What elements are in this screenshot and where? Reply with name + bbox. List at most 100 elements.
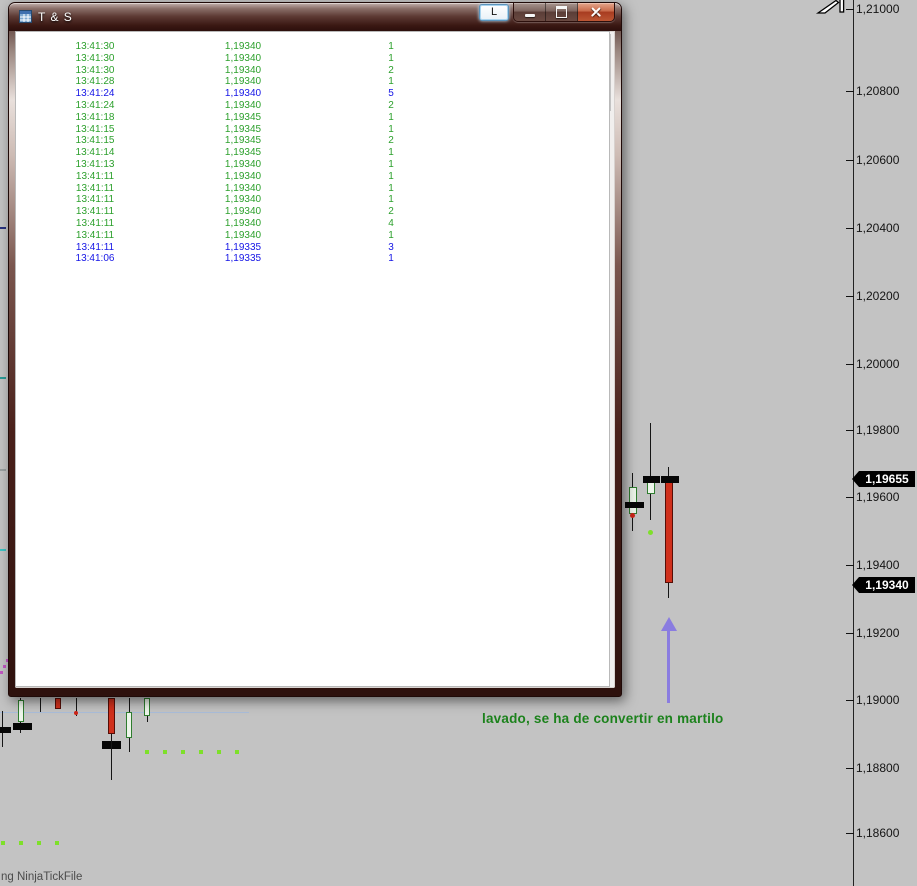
tape-price: 1,19345 [224, 123, 262, 135]
tape-row: 13:41:24 1,19340 2 [16, 100, 609, 112]
tape-size: 1 [388, 182, 394, 194]
tape-time: 13:41:11 [75, 241, 115, 253]
tape-size: 1 [388, 158, 394, 170]
price-dash [13, 723, 32, 730]
candle-body [108, 698, 115, 734]
tape-price: 1,19345 [224, 135, 262, 147]
tape-size: 3 [388, 241, 394, 253]
window-title: T & S [38, 10, 73, 24]
tick-mark [846, 832, 854, 834]
tape-price: 1,19340 [224, 88, 262, 100]
indicator-stub [0, 469, 6, 471]
axis-tick-label: 1,20400 [846, 221, 899, 235]
indicator-stub [0, 227, 6, 229]
window-titlebar[interactable]: T & S L [9, 3, 621, 31]
arrow-line [667, 630, 670, 703]
tape-list[interactable]: 13:41:30 1,19340 1 13:41:30 1,19340 1 13… [15, 31, 610, 687]
price-dash [625, 502, 644, 508]
indicator-dot [37, 841, 41, 845]
tick-mark [846, 159, 854, 161]
candle-wick [111, 734, 112, 780]
tape-time: 13:41:11 [75, 194, 115, 206]
tape-time: 13:41:11 [75, 217, 115, 229]
mouse-cursor [815, 0, 845, 14]
tape-price: 1,19340 [224, 182, 262, 194]
tape-size: 1 [388, 147, 394, 159]
candle-body [18, 700, 24, 722]
axis-tick-label: 1,20800 [846, 84, 899, 98]
candle-wick [147, 716, 148, 722]
link-toggle-button[interactable]: L [479, 4, 509, 21]
indicator-dot [181, 750, 185, 754]
tape-size: 4 [388, 217, 394, 229]
tick-mark [846, 632, 854, 634]
tape-row: 13:41:18 1,19345 1 [16, 112, 609, 124]
tape-time: 13:41:11 [75, 170, 115, 182]
tape-price: 1,19340 [224, 76, 262, 88]
axis-tick-label: 1,18800 [846, 761, 899, 775]
indicator-dot [163, 750, 167, 754]
candle-body [126, 712, 132, 738]
marker-arrow-icon [852, 471, 859, 487]
price-dash [661, 476, 679, 483]
axis-tick-label: 1,19600 [846, 490, 899, 504]
tape-size: 1 [388, 123, 394, 135]
candle-wick [650, 423, 651, 520]
tape-size: 2 [388, 64, 394, 76]
trade-dot [648, 530, 653, 535]
tape-time: 13:41:24 [75, 99, 115, 111]
indicator-dot [199, 750, 203, 754]
tape-price: 1,19340 [224, 52, 262, 64]
tape-row: 13:41:30 1,19340 1 [16, 41, 609, 53]
tape-row: 13:41:11 1,19340 1 [16, 183, 609, 195]
tape-size: 2 [388, 135, 394, 147]
tape-time: 13:41:30 [75, 52, 115, 64]
close-button[interactable] [578, 3, 614, 21]
tape-price: 1,19335 [224, 253, 262, 265]
tape-size: 1 [388, 170, 394, 182]
tape-size: 1 [388, 194, 394, 206]
time-and-sales-window: T & S L 6E 09-17 As [8, 2, 622, 697]
close-icon [590, 6, 602, 18]
candle-wick [40, 698, 41, 712]
axis-tick-label: 1,20600 [846, 153, 899, 167]
tape-row: 13:41:13 1,19340 1 [16, 159, 609, 171]
tape-size: 2 [388, 99, 394, 111]
tape-time: 13:41:30 [75, 64, 115, 76]
indicator-dot [1, 841, 5, 845]
tape-time: 13:41:06 [75, 253, 115, 265]
maximize-button[interactable] [546, 3, 579, 21]
tick-mark [846, 429, 854, 431]
tape-size: 1 [388, 253, 394, 265]
indicator-stub [0, 549, 6, 551]
tape-row: 13:41:11 1,19340 1 [16, 194, 609, 206]
tape-size: 2 [388, 206, 394, 218]
tns-window-icon [19, 10, 32, 23]
indicator-dot [6, 659, 9, 662]
indicator-stub [0, 377, 6, 379]
tick-mark [846, 295, 854, 297]
tick-mark [846, 90, 854, 92]
window-content: 6E 09-17 Ask 1,19345 20 Bid 1,19335 26 V… [15, 31, 615, 688]
minimize-button[interactable] [514, 3, 547, 21]
indicator-dot [3, 665, 6, 668]
axis-tick-label: 1,19400 [846, 558, 899, 572]
window-caption-buttons [513, 3, 615, 22]
tape-time: 13:41:15 [75, 123, 115, 135]
tape-price: 1,19345 [224, 111, 262, 123]
tape-time: 13:41:15 [75, 135, 115, 147]
tape-size: 1 [388, 229, 394, 241]
indicator-dot [145, 750, 149, 754]
tape-size: 1 [388, 111, 394, 123]
tick-mark [846, 227, 854, 229]
tape-row: 13:41:11 1,19335 3 [16, 242, 609, 254]
tape-time: 13:41:11 [75, 206, 115, 218]
price-axis-line [853, 0, 854, 886]
price-marker: 1,19340 [852, 577, 915, 593]
tape-row: 13:41:06 1,19335 1 [16, 253, 609, 265]
axis-tick-label: 1,19800 [846, 423, 899, 437]
minimize-icon [524, 13, 535, 17]
axis-tick-label: 1,20000 [846, 357, 899, 371]
chart-annotation: lavado, se ha de convertir en martilo [482, 711, 724, 726]
